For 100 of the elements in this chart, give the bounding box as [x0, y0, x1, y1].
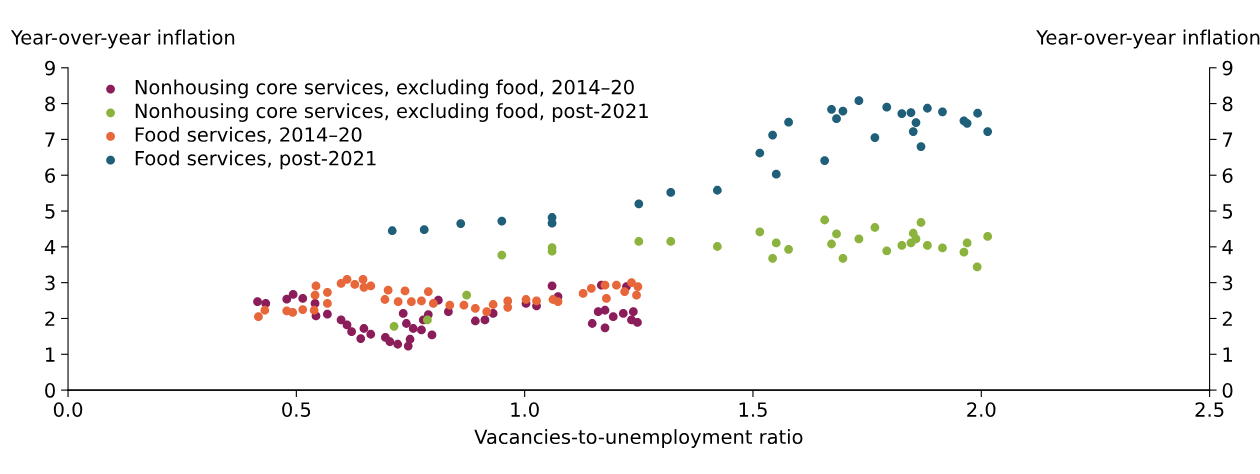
point — [771, 238, 781, 248]
point — [310, 290, 320, 300]
point — [470, 304, 480, 313]
point — [911, 234, 921, 244]
point — [854, 96, 864, 106]
point — [311, 281, 321, 291]
point — [768, 253, 777, 263]
point — [612, 280, 621, 290]
y-tick-label: 1 — [46, 347, 55, 362]
x-tick-label: 0.5 — [282, 402, 311, 417]
point — [423, 287, 433, 297]
point — [342, 320, 352, 330]
x-axis-title: Vacancies-to-unemployment ratio — [474, 429, 803, 448]
y-tick-label: 7 — [45, 132, 55, 147]
point — [359, 324, 369, 333]
point — [323, 299, 332, 308]
y2-tick-label: 5 — [1222, 204, 1233, 219]
point — [445, 300, 455, 310]
y2-tick-label: 9 — [1222, 60, 1233, 76]
point — [380, 295, 390, 304]
point — [323, 287, 332, 297]
point — [532, 296, 541, 306]
y-tick-label: 3 — [45, 275, 55, 291]
point — [634, 199, 644, 209]
y2-tick-label: 3 — [1222, 275, 1233, 291]
point — [666, 237, 676, 246]
y2-tick-label: 0 — [1222, 383, 1233, 398]
point — [387, 226, 397, 236]
point — [838, 253, 848, 263]
legend-label: Food services, 2014–20 — [135, 126, 362, 144]
point — [983, 232, 993, 241]
point — [634, 237, 644, 246]
point — [906, 108, 916, 117]
y2-axis-title: Year-over-year inflation — [1036, 29, 1260, 49]
point — [586, 284, 596, 293]
y-tick-label: 5 — [45, 204, 55, 219]
point — [497, 250, 507, 260]
point — [288, 290, 298, 299]
point — [408, 324, 418, 333]
legend-label: Nonhousing core services, excluding food, 2014–20 — [135, 79, 634, 99]
point — [832, 229, 841, 239]
point — [666, 188, 676, 197]
point — [620, 287, 630, 297]
point — [600, 305, 610, 315]
point — [400, 286, 410, 296]
point — [838, 106, 848, 116]
y2-tick-label: 4 — [1222, 240, 1233, 255]
point — [600, 280, 610, 290]
point — [827, 104, 836, 114]
point — [618, 309, 628, 318]
point — [923, 241, 932, 250]
point — [820, 215, 830, 225]
point — [254, 312, 263, 322]
legend-label: Nonhousing core services, excluding food, post-2021 — [135, 103, 648, 122]
point — [771, 169, 781, 179]
point — [350, 280, 360, 289]
point — [587, 319, 597, 328]
point — [288, 308, 298, 317]
point — [820, 156, 830, 165]
point — [358, 275, 368, 284]
point — [938, 107, 947, 117]
point — [712, 242, 722, 251]
point — [923, 103, 932, 113]
y2-tick-label: 1 — [1223, 347, 1232, 362]
x-tick-label: 0.0 — [53, 402, 83, 417]
point — [916, 218, 926, 227]
point — [908, 127, 918, 136]
y-tick-label: 0 — [45, 383, 55, 398]
point — [832, 114, 841, 124]
point — [962, 238, 972, 248]
point — [897, 109, 907, 119]
x-tick-label: 2.0 — [967, 402, 996, 417]
point — [959, 247, 969, 257]
point — [755, 227, 765, 237]
x-tick-label: 1.5 — [739, 402, 767, 417]
point — [366, 329, 376, 339]
point — [427, 330, 437, 340]
point — [309, 305, 319, 315]
point — [547, 281, 557, 291]
point — [712, 185, 722, 195]
point — [983, 127, 993, 136]
point — [784, 244, 793, 254]
point — [827, 239, 836, 249]
point — [882, 246, 892, 256]
point — [973, 108, 983, 118]
point — [602, 294, 611, 303]
y-tick-label: 2 — [45, 311, 55, 326]
point — [385, 337, 395, 347]
point — [608, 312, 618, 322]
y-tick-label: 8 — [45, 96, 55, 112]
y-axis-title: Year-over-year inflation — [10, 29, 235, 49]
point — [260, 305, 270, 315]
legend-label: Food services, post-2021 — [135, 150, 376, 170]
point — [347, 327, 356, 337]
y-tick-label: 4 — [44, 240, 56, 255]
point — [456, 219, 466, 228]
point — [600, 323, 610, 333]
point — [398, 309, 408, 318]
point — [393, 297, 403, 307]
point — [389, 321, 399, 331]
